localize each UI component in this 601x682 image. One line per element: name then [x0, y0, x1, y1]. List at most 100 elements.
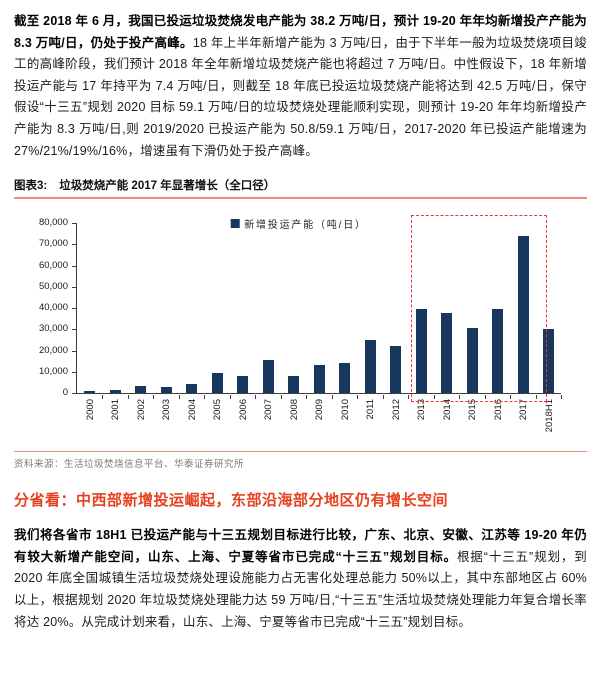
y-axis-label: 30,000 — [38, 323, 68, 335]
y-axis-label: 0 — [62, 387, 68, 399]
x-label-cell: 2014 — [435, 399, 461, 443]
bar-2014 — [441, 312, 453, 394]
bar-slot — [383, 223, 409, 399]
x-label-cell: 2018H1 — [537, 399, 563, 443]
bar-2005 — [211, 372, 223, 394]
body-regular-text: 根据“十三五”规划，到 2020 年底全国城镇生活垃圾焚烧处理设施能力占无害化处… — [14, 549, 587, 629]
bar-slot — [536, 223, 562, 399]
x-axis-label: 2017 — [518, 399, 529, 421]
bar-2017 — [517, 235, 529, 394]
bar-2011 — [364, 340, 376, 394]
y-axis-tick — [72, 371, 76, 373]
x-axis-label: 2003 — [161, 399, 172, 421]
x-axis-label: 2014 — [441, 399, 453, 421]
bar-slot — [103, 223, 128, 399]
bar-2002 — [135, 386, 147, 394]
x-label-cell: 2008 — [282, 399, 308, 443]
bar-2015 — [466, 327, 478, 394]
body-bold-text: 我们将各省市 18H1 已投运产能与十三五规划目标进行比较，广东、北京、安徽、江… — [14, 528, 587, 564]
bar-2018H1 — [543, 329, 555, 394]
bar-slot — [434, 223, 460, 399]
bar-2010 — [339, 363, 351, 394]
y-axis-label: 50,000 — [38, 280, 68, 292]
x-axis-label: 2001 — [110, 399, 121, 421]
y-axis-label: 40,000 — [38, 302, 68, 314]
x-axis-label: 2007 — [263, 399, 274, 421]
x-label-cell: 2004 — [180, 399, 206, 443]
x-label-cell: 2009 — [307, 399, 333, 443]
figure-title-rule — [14, 197, 587, 200]
bar-slot — [256, 223, 281, 399]
bar-2007 — [262, 360, 274, 394]
bar-slot — [230, 223, 256, 399]
bars-row — [76, 223, 562, 399]
y-axis-label: 70,000 — [38, 238, 68, 250]
source-rule — [14, 451, 587, 453]
bar-slot — [128, 223, 154, 399]
figure-number-label: 图表3: — [14, 180, 48, 193]
x-label-cell: 2011 — [358, 399, 384, 443]
x-label-cell: 2015 — [460, 399, 486, 443]
bar-slot — [77, 223, 103, 399]
x-label-cell: 2006 — [231, 399, 257, 443]
y-axis-tick — [72, 244, 76, 246]
bar-2009 — [313, 364, 325, 394]
intro-paragraph: 截至 2018 年 6 月，我国已投运垃圾焚烧发电产能为 38.2 万吨/日，预… — [14, 11, 587, 162]
x-axis-label: 2012 — [390, 399, 402, 421]
x-axis-label: 2018H1 — [543, 399, 555, 433]
x-axis-label: 2015 — [467, 399, 478, 421]
bar-slot — [154, 223, 179, 399]
body-paragraph: 我们将各省市 18H1 已投运产能与十三五规划目标进行比较，广东、北京、安徽、江… — [14, 525, 587, 633]
x-axis-label: 2013 — [416, 399, 427, 421]
x-label-cell: 2016 — [486, 399, 512, 443]
y-axis-tick — [72, 393, 76, 395]
bar-2004 — [186, 383, 198, 394]
x-axis-label: 2006 — [237, 399, 249, 421]
bar-2000 — [84, 391, 96, 394]
intro-regular-text: 18 年上半年新增产能为 3 万吨/日，由于下半年一般为垃圾焚烧项目竣工的高峰阶… — [14, 35, 587, 158]
source-note: 资料来源：生活垃圾焚烧信息平台、华泰证券研究所 — [14, 459, 245, 471]
x-axis-label: 2002 — [135, 399, 147, 421]
bar-slot — [460, 223, 485, 399]
y-axis-tick — [72, 265, 76, 267]
bar-2003 — [160, 387, 172, 394]
bar-slot — [205, 223, 230, 399]
bar-2006 — [237, 376, 249, 394]
x-label-cell: 2013 — [409, 399, 435, 443]
y-axis-tick — [72, 329, 76, 331]
x-axis-label: 2011 — [365, 399, 376, 420]
bar-2013 — [415, 309, 427, 394]
bar-2016 — [492, 308, 504, 394]
x-axis-labels: 2000 2001 2002 2003 2004 2005 2006 2007 2008 2009… — [78, 399, 562, 443]
x-axis-label: 2009 — [314, 399, 325, 421]
section-heading: 分省看：中西部新增投运崛起，东部沿海部分地区仍有增长空间 — [14, 492, 449, 510]
bar-2001 — [109, 389, 121, 394]
x-label-cell: 2001 — [103, 399, 129, 443]
bar-slot — [358, 223, 383, 399]
bar-2008 — [288, 376, 300, 394]
figure-header: 图表3: 垃圾焚烧产能 2017 年显著增长（全口径） — [14, 177, 587, 193]
y-axis-label: 80,000 — [38, 217, 68, 229]
bar-slot — [485, 223, 511, 399]
bar-chart: 80,000 70,000 60,000 50,000 40,000 30,000 20,0… — [18, 215, 587, 443]
y-axis: 80,000 70,000 60,000 50,000 40,000 30,000 20,0… — [18, 217, 76, 398]
x-label-cell: 2000 — [78, 399, 104, 443]
bar-2012 — [390, 346, 402, 394]
y-axis-tick — [72, 350, 76, 352]
x-axis-label: 2016 — [492, 399, 504, 421]
x-label-cell: 2017 — [511, 399, 537, 443]
bar-slot — [307, 223, 332, 399]
bar-slot — [281, 223, 307, 399]
chart-legend: 新增投运产能（吨/日） — [230, 216, 367, 231]
x-axis-label: 2000 — [84, 399, 96, 421]
x-axis-label: 2005 — [212, 399, 223, 421]
x-axis-label: 2008 — [288, 399, 300, 421]
x-label-cell: 2010 — [333, 399, 359, 443]
y-axis-tick — [72, 308, 76, 310]
x-label-cell: 2003 — [154, 399, 180, 443]
x-label-cell: 2007 — [256, 399, 282, 443]
y-axis-label: 60,000 — [38, 259, 68, 271]
bar-slot — [409, 223, 434, 399]
plot-area: 新增投运产能（吨/日） 2000 2001 2002 2003 2004 2005 2006… — [76, 215, 562, 443]
y-axis-label: 20,000 — [38, 344, 68, 356]
